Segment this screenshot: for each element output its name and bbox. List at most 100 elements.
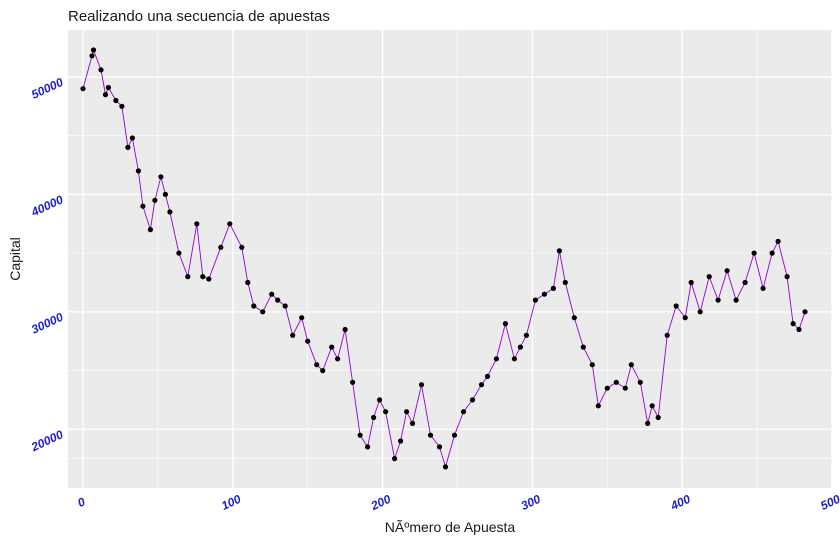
- data-point: [129, 135, 135, 141]
- data-point: [140, 203, 146, 209]
- data-point: [706, 274, 712, 280]
- data-point: [418, 382, 425, 388]
- x-tick-label: 0: [75, 494, 87, 510]
- data-point: [637, 379, 643, 385]
- data-point: [571, 315, 577, 321]
- data-point: [484, 373, 491, 379]
- data-point: [119, 103, 125, 109]
- data-point: [167, 209, 173, 215]
- data-point: [158, 174, 164, 180]
- data-point: [427, 432, 434, 438]
- data-point: [436, 444, 443, 450]
- data-point: [275, 297, 281, 303]
- data-point: [398, 438, 404, 444]
- series-line: [82, 48, 806, 469]
- data-point: [200, 274, 206, 280]
- data-point: [392, 456, 398, 462]
- data-point: [442, 464, 449, 470]
- data-point: [724, 268, 730, 274]
- x-tick-label: 200: [368, 492, 393, 514]
- data-point: [377, 397, 383, 403]
- data-point: [664, 332, 670, 338]
- data-point: [89, 53, 95, 59]
- data-point: [98, 67, 104, 73]
- data-point: [185, 274, 191, 280]
- x-tick-label: 500: [818, 492, 840, 513]
- data-point: [218, 244, 224, 250]
- data-point: [790, 321, 796, 327]
- data-point: [493, 356, 499, 362]
- data-point: [733, 297, 739, 303]
- data-point: [269, 291, 275, 297]
- y-tick-label: 50000: [29, 75, 65, 102]
- x-tick-label: 300: [519, 492, 543, 513]
- data-point: [532, 297, 539, 303]
- data-point: [152, 197, 158, 203]
- data-point: [282, 303, 288, 309]
- data-point: [135, 168, 141, 174]
- data-point: [451, 432, 458, 438]
- data-point: [105, 84, 111, 91]
- y-axis-label: Capital: [7, 237, 23, 281]
- data-point: [802, 309, 808, 315]
- data-point: [239, 244, 245, 250]
- data-point: [589, 362, 595, 368]
- data-point: [784, 274, 790, 280]
- data-point: [796, 326, 802, 333]
- data-point: [404, 409, 410, 415]
- x-axis-label: NÃºmero de Apuesta: [385, 519, 516, 535]
- chart-title: Realizando una secuencia de apuestas: [68, 8, 330, 25]
- x-tick-label: 400: [668, 492, 693, 514]
- data-point: [511, 356, 517, 362]
- data-point: [162, 191, 168, 197]
- data-point: [290, 332, 296, 338]
- y-tick-label: 40000: [28, 192, 65, 219]
- data-point: [314, 362, 320, 368]
- data-point: [682, 315, 688, 321]
- data-point: [102, 92, 109, 98]
- data-point: [550, 285, 557, 291]
- data-point: [335, 356, 341, 362]
- data-point: [622, 385, 628, 391]
- data-point: [113, 97, 119, 104]
- data-point: [715, 297, 721, 303]
- data-point: [371, 414, 377, 421]
- plot-panel: [68, 30, 832, 488]
- grid: [68, 30, 833, 488]
- data-point: [502, 321, 508, 327]
- data-point: [365, 444, 371, 450]
- data-point: [350, 379, 356, 385]
- data-point: [206, 276, 212, 282]
- data-point: [460, 409, 467, 415]
- data-point: [613, 379, 619, 385]
- data-point: [147, 227, 153, 233]
- data-point: [649, 403, 655, 409]
- data-point: [90, 47, 97, 53]
- data-point: [383, 409, 389, 415]
- data-point: [775, 238, 781, 244]
- data-point: [478, 382, 485, 388]
- data-point: [357, 432, 363, 438]
- data-point: [760, 285, 766, 291]
- data-point: [469, 397, 476, 403]
- data-point: [742, 279, 748, 286]
- data-point: [655, 414, 661, 421]
- data-point: [227, 221, 233, 227]
- data-point: [645, 420, 651, 426]
- data-point: [342, 326, 348, 333]
- data-point: [556, 248, 563, 254]
- data-point: [409, 420, 416, 426]
- data-point: [541, 291, 548, 297]
- data-point: [245, 279, 251, 286]
- data-point: [604, 385, 610, 391]
- data-point: [329, 344, 335, 350]
- data-point: [260, 309, 266, 315]
- y-tick-label: 30000: [29, 310, 65, 337]
- data-point: [562, 279, 568, 286]
- series-layer: [80, 47, 808, 470]
- data-point: [769, 250, 775, 256]
- data-point: [305, 338, 311, 344]
- data-point: [176, 250, 182, 256]
